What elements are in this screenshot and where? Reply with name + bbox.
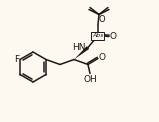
Text: F: F	[14, 55, 19, 64]
Text: HN: HN	[73, 43, 86, 52]
Text: O: O	[99, 54, 106, 62]
Bar	[91, 31, 104, 40]
Text: OH: OH	[83, 75, 97, 84]
Text: Abs: Abs	[92, 33, 104, 38]
Text: O: O	[110, 32, 117, 41]
Polygon shape	[74, 46, 89, 60]
Text: O: O	[99, 15, 106, 24]
